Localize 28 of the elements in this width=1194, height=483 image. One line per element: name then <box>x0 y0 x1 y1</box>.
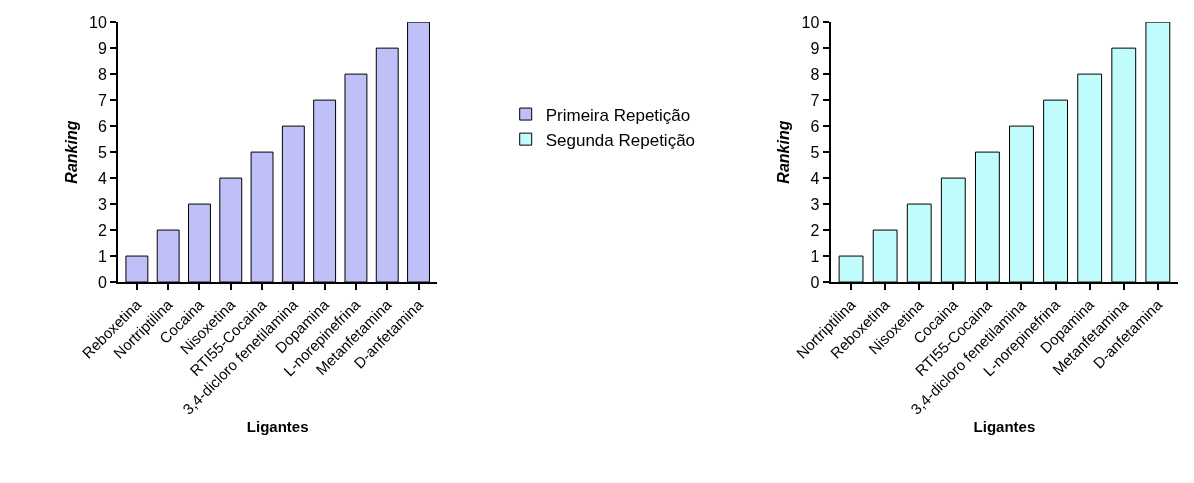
y-tick-label: 2 <box>97 221 107 239</box>
y-tick-label: 1 <box>810 247 820 265</box>
legend-label: Primeira Repetição <box>545 105 691 125</box>
y-axis-title: Ranking <box>775 120 792 184</box>
y-tick-label: 0 <box>810 273 820 291</box>
y-tick-label: 10 <box>801 13 820 31</box>
y-tick-label: 6 <box>810 117 820 135</box>
y-tick-label: 2 <box>810 221 820 239</box>
y-tick-label: 9 <box>97 39 107 57</box>
y-tick-label: 7 <box>810 91 820 109</box>
y-tick-label: 6 <box>97 117 107 135</box>
y-tick-label: 4 <box>810 169 820 187</box>
y-axis-title: Ranking <box>62 120 80 184</box>
y-tick-label: 8 <box>810 65 820 83</box>
y-tick-label: 5 <box>97 143 107 161</box>
x-axis-title: Ligantes <box>973 417 1036 435</box>
legend-label: Segunda Repetição <box>545 130 696 150</box>
y-tick-label: 10 <box>89 13 107 31</box>
x-axis-title: Ligantes <box>246 417 309 435</box>
y-tick-label: 5 <box>810 143 820 161</box>
y-tick-label: 0 <box>97 273 107 291</box>
y-tick-label: 3 <box>810 195 820 213</box>
y-tick-label: 9 <box>810 39 820 57</box>
y-tick-label: 7 <box>97 91 107 109</box>
y-tick-label: 4 <box>97 169 107 187</box>
y-tick-label: 1 <box>97 247 107 265</box>
y-tick-label: 3 <box>97 195 107 213</box>
y-tick-label: 8 <box>97 65 107 83</box>
